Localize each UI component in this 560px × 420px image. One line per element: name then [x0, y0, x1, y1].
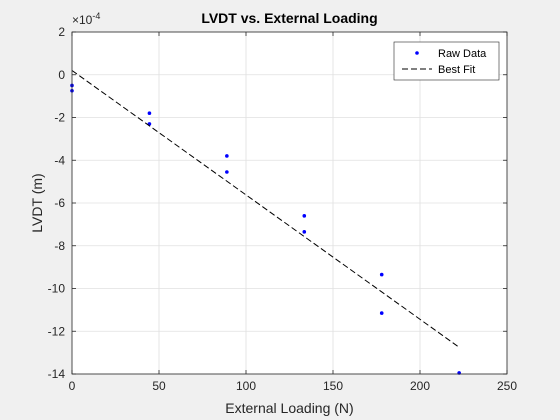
x-axis-label: External Loading (N)	[225, 400, 353, 416]
raw-data-point	[379, 311, 384, 315]
exponent-base: ×10	[72, 13, 93, 27]
legend-raw-data-symbol	[415, 51, 419, 55]
y-tick-label: -12	[48, 324, 66, 338]
y-tick-label: -14	[48, 367, 66, 381]
raw-data-point	[225, 154, 229, 158]
y-tick-label: 2	[58, 25, 65, 39]
exponent-power: -4	[92, 11, 100, 21]
y-tick-label: -2	[54, 111, 65, 125]
legend-label: Best Fit	[438, 64, 475, 76]
y-tick-label: -8	[54, 239, 65, 253]
y-tick-label: 0	[58, 68, 65, 82]
y-tick-label: -10	[48, 282, 66, 296]
y-axis-label: LVDT (m)	[29, 173, 45, 232]
x-tick-label: 50	[152, 379, 166, 393]
axis-ticks: 0 50 100 150 200 250 -14 -12 -10 -8 -6 -4 -2 0 2	[48, 25, 518, 393]
legend-box	[393, 41, 500, 81]
x-tick-label: 100	[236, 379, 256, 393]
raw-data-point	[302, 230, 307, 234]
x-tick-label: 150	[323, 379, 343, 393]
legend-label: Raw Data	[438, 48, 487, 60]
raw-data-point	[379, 272, 384, 277]
x-tick-label: 250	[497, 379, 517, 393]
raw-data-point	[147, 111, 152, 116]
raw-data-point	[302, 214, 307, 218]
x-tick-label: 200	[410, 379, 430, 393]
chart-title: LVDT vs. External Loading	[201, 10, 377, 26]
best-fit-line	[71, 70, 460, 348]
x-tick-label: 0	[69, 379, 76, 393]
y-axis-exponent: ×10-4	[72, 11, 100, 27]
raw-data-point	[225, 170, 229, 174]
legend: Raw Data Best Fit	[393, 41, 500, 81]
y-tick-label: -6	[54, 196, 65, 210]
y-tick-label: -4	[54, 153, 65, 167]
